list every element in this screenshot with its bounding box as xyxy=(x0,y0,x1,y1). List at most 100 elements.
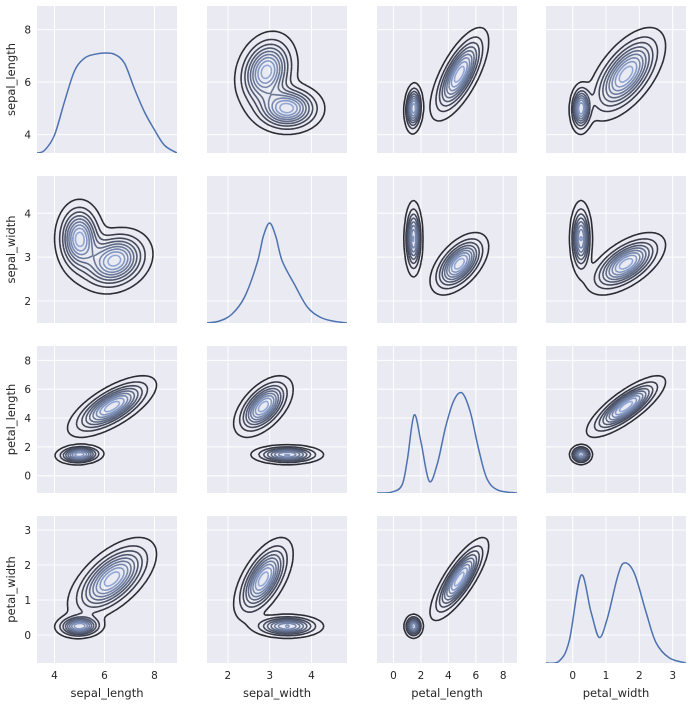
contour-level-8 xyxy=(254,397,291,457)
contour-level-4 xyxy=(64,387,139,462)
panel-sepal_width-vs-sepal_length xyxy=(37,176,177,323)
contour-level-2 xyxy=(571,381,659,464)
contour-level-9 xyxy=(581,65,634,110)
ytick-label: 8 xyxy=(24,355,31,367)
contour-level-6 xyxy=(69,392,132,460)
contour-level-6 xyxy=(409,224,473,278)
contour-level-6 xyxy=(575,53,644,120)
ytick-label: 6 xyxy=(24,77,31,89)
contour-level-4 xyxy=(247,47,310,125)
xlabel-petal_width: petal_width xyxy=(583,686,650,700)
contour-level-8 xyxy=(412,235,469,273)
panel-sepal_length-vs-petal_width xyxy=(546,6,686,153)
contour-level-1 xyxy=(53,536,158,640)
contour-level-6 xyxy=(252,53,304,121)
ytick-label: 0 xyxy=(24,630,31,642)
contour-level-4 xyxy=(573,46,650,124)
contour-level-3 xyxy=(62,384,143,463)
contour-level-5 xyxy=(247,557,305,633)
contour-level-5 xyxy=(575,221,647,281)
panel-petal_width-vs-sepal_width xyxy=(207,516,347,663)
ylabel-petal_length: petal_length xyxy=(4,384,18,456)
contour-level-5 xyxy=(249,50,307,123)
panel-sepal_width-vs-petal_width xyxy=(546,176,686,323)
panel-background xyxy=(207,346,347,493)
xtick-label: 6 xyxy=(101,670,108,682)
contour-level-7 xyxy=(576,57,641,118)
panel-background xyxy=(37,6,177,153)
contour-level-6 xyxy=(249,560,301,632)
panel-petal_length-vs-sepal_width xyxy=(207,346,347,493)
contour-level-5 xyxy=(247,390,305,460)
xlabel-sepal_width: sepal_width xyxy=(243,686,311,700)
contour-level-6 xyxy=(68,560,132,632)
ytick-label: 2 xyxy=(24,442,31,454)
contour-level-9 xyxy=(618,257,634,270)
contour-level-9 xyxy=(103,400,121,413)
contour-level-2 xyxy=(405,545,484,637)
xtick-label: 6 xyxy=(472,670,479,682)
contour-level-1 xyxy=(568,374,667,466)
contour-level-8 xyxy=(257,60,298,117)
xtick-label: 0 xyxy=(390,670,397,682)
contour-level-3 xyxy=(242,384,312,462)
panel-petal_length-vs-petal_length xyxy=(377,346,517,493)
contour-level-8 xyxy=(72,227,126,271)
kde-line-sepal_width xyxy=(207,222,347,323)
kde-line-petal_width xyxy=(546,562,686,663)
contour-level-4 xyxy=(64,215,138,281)
ylabel-petal_width: petal_width xyxy=(4,556,18,623)
contour-level-8 xyxy=(412,567,469,628)
contour-level-6 xyxy=(409,53,473,120)
contour-level-3 xyxy=(572,384,654,462)
contour-level-2 xyxy=(240,38,318,130)
contour-level-1 xyxy=(402,26,490,135)
contour-level-4 xyxy=(407,46,478,124)
contour-level-7 xyxy=(409,57,471,117)
xtick-label: 1 xyxy=(603,670,610,682)
contour-level-9 xyxy=(257,571,270,587)
contour-level-1 xyxy=(568,26,667,136)
contour-level-2 xyxy=(59,381,149,464)
contour-level-7 xyxy=(71,394,129,459)
contour-level-6 xyxy=(576,392,644,459)
panel-petal_length-vs-petal_width xyxy=(546,346,686,493)
contour-level-5 xyxy=(575,390,647,460)
contour-level-8 xyxy=(579,236,638,273)
panel-background xyxy=(546,516,686,663)
contour-level-3 xyxy=(406,550,480,635)
panel-sepal_length-vs-petal_length xyxy=(377,6,517,153)
contour-level-5 xyxy=(66,218,135,279)
contour-level-9 xyxy=(453,65,466,83)
contour-level-2 xyxy=(405,208,484,290)
contour-level-9 xyxy=(618,400,634,413)
contour-level-5 xyxy=(574,49,647,122)
panel-sepal_length-vs-sepal_length xyxy=(37,6,177,153)
panel-background xyxy=(377,176,517,323)
xtick-label: 8 xyxy=(151,670,158,682)
contour-level-3 xyxy=(572,41,654,127)
xtick-label: 4 xyxy=(445,670,452,682)
contour-level-4 xyxy=(407,553,478,634)
kde-line-petal_length xyxy=(377,391,517,493)
contour-level-7 xyxy=(71,563,129,631)
panel-sepal_width-vs-petal_length xyxy=(377,176,517,323)
xtick-label: 2 xyxy=(636,670,643,682)
contour-level-2 xyxy=(59,545,149,637)
contour-level-6 xyxy=(249,392,301,459)
contour-level-2 xyxy=(238,545,317,637)
contour-level-9 xyxy=(78,571,121,626)
contour-level-3 xyxy=(61,211,142,284)
contour-level-4 xyxy=(573,387,650,461)
contour-level-6 xyxy=(576,224,644,278)
ytick-label: 1 xyxy=(24,595,31,607)
panel-petal_width-vs-petal_length xyxy=(377,516,517,663)
ytick-label: 4 xyxy=(24,130,31,142)
contour-level-2 xyxy=(570,36,659,130)
contour-level-4 xyxy=(573,217,650,283)
xlabel-petal_length: petal_length xyxy=(411,686,483,700)
contour-level-8 xyxy=(73,397,125,458)
contour-level-3 xyxy=(406,213,480,286)
xtick-label: 4 xyxy=(308,670,315,682)
ytick-label: 3 xyxy=(24,525,31,537)
